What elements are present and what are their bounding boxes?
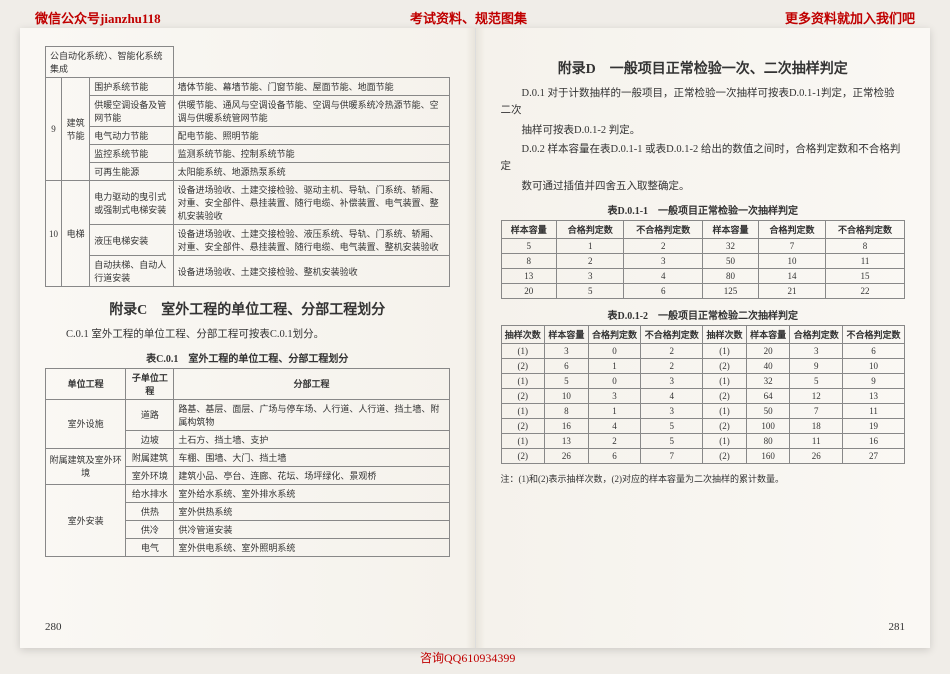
table-d1-caption: 表D.0.1-1 一般项目正常检验一次抽样判定	[501, 202, 906, 217]
para-d02b: 数可通过插值并四舍五入取整确定。	[501, 179, 906, 196]
para-d02a: D.0.2 样本容量在表D.0.1-1 或表D.0.1-2 给出的数值之间时，合…	[501, 142, 906, 176]
header-left: 微信公众号jianzhu118	[35, 8, 161, 27]
appendix-c-para: C.0.1 室外工程的单位工程、分部工程可按表C.0.1划分。	[45, 327, 450, 344]
footer-text: 咨询QQ610934399	[420, 649, 515, 666]
table-d2-caption: 表D.0.1-2 一般项目正常检验二次抽样判定	[501, 307, 906, 322]
appendix-c-title: 附录C 室外工程的单位工程、分部工程划分	[45, 299, 450, 319]
table-d2: 抽样次数样本容量合格判定数不合格判定数抽样次数样本容量合格判定数不合格判定数(1…	[501, 325, 906, 464]
para-d01b: 抽样可按表D.0.1-2 判定。	[501, 123, 906, 140]
table-d2-note: 注：(1)和(2)表示抽样次数，(2)对应的样本容量为二次抽样的累计数量。	[501, 472, 906, 485]
header-right: 更多资料就加入我们吧	[785, 8, 915, 27]
table-d1: 样本容量合格判定数不合格判定数样本容量合格判定数不合格判定数5123278823…	[501, 220, 906, 299]
book-spread: 公自动化系统）、智能化系统集成9建筑节能围护系统节能墙体节能、幕墙节能、门窗节能…	[20, 28, 930, 648]
appendix-c-table: 单位工程子单位工程分部工程室外设施道路路基、基层、面层、广场与停车场、人行道、人…	[45, 368, 450, 557]
left-page: 公自动化系统）、智能化系统集成9建筑节能围护系统节能墙体节能、幕墙节能、门窗节能…	[20, 28, 476, 648]
top-table: 公自动化系统）、智能化系统集成9建筑节能围护系统节能墙体节能、幕墙节能、门窗节能…	[45, 46, 450, 287]
page-num-left: 280	[45, 621, 62, 633]
table-c-caption: 表C.0.1 室外工程的单位工程、分部工程划分	[45, 350, 450, 365]
right-page: 附录D 一般项目正常检验一次、二次抽样判定 D.0.1 对于计数抽样的一般项目，…	[476, 28, 931, 648]
para-d01a: D.0.1 对于计数抽样的一般项目，正常检验一次抽样可按表D.0.1-1判定，正…	[501, 86, 906, 120]
page-num-right: 281	[889, 621, 906, 633]
header-center: 考试资料、规范图集	[410, 8, 527, 27]
appendix-d-title: 附录D 一般项目正常检验一次、二次抽样判定	[501, 58, 906, 78]
